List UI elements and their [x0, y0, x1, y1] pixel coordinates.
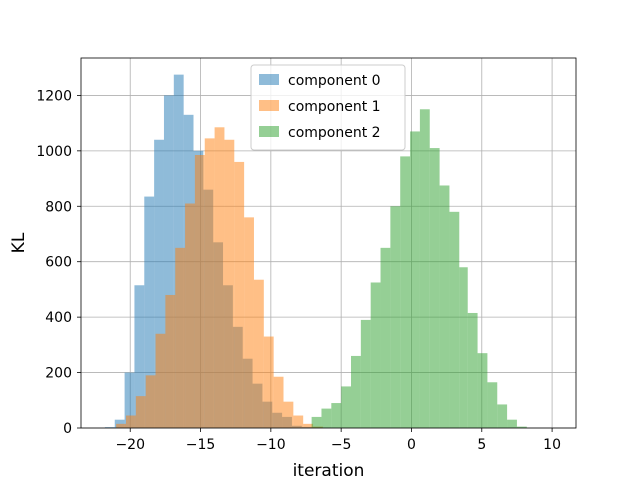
histogram-bar — [144, 196, 155, 428]
histogram-bar — [293, 415, 304, 428]
x-axis-label: iteration — [293, 461, 365, 480]
histogram-bar — [163, 95, 174, 428]
histogram-bar — [165, 294, 176, 428]
legend-label: component 0 — [288, 73, 381, 89]
histogram-bar — [283, 401, 294, 428]
histogram-bar — [390, 206, 401, 428]
histogram-bar — [155, 333, 166, 428]
histogram-bar — [311, 416, 322, 428]
x-tick-label: −15 — [186, 437, 216, 453]
histogram-bar — [214, 127, 225, 428]
histogram-bar — [253, 279, 264, 428]
histogram-bar — [154, 139, 164, 428]
histogram-bar — [194, 155, 205, 429]
x-tick-label: 5 — [477, 437, 486, 453]
histogram-bar — [321, 408, 332, 428]
histogram-bar — [477, 353, 488, 428]
histogram-bar — [303, 423, 314, 428]
histogram-bar — [145, 375, 156, 428]
histogram-bar — [273, 376, 284, 428]
axis-ticks: −20 −15 −10 −5 0 5 10 0 200 400 600 800 1000 1200 — [36, 88, 561, 453]
histogram-bar — [331, 403, 342, 428]
histogram-bar — [124, 372, 135, 428]
histogram-bar — [135, 396, 146, 428]
histogram-bar — [459, 267, 468, 428]
y-tick-label: 800 — [45, 199, 72, 215]
histogram-bar — [116, 423, 126, 428]
y-tick-label: 600 — [45, 255, 72, 271]
legend-box — [250, 64, 406, 151]
legend-swatch — [259, 100, 279, 111]
y-tick-label: 1000 — [36, 144, 72, 160]
y-tick-label: 400 — [45, 310, 72, 326]
legend-label: component 1 — [288, 99, 381, 115]
histogram-bar — [175, 247, 186, 428]
histogram-bar — [341, 386, 351, 428]
histogram-bar — [134, 285, 145, 428]
legend-swatch — [259, 126, 279, 137]
histogram-bar — [263, 336, 274, 428]
y-tick-label: 200 — [45, 366, 72, 382]
legend-label: component 2 — [288, 125, 381, 141]
histogram-bar — [400, 156, 411, 428]
histogram-bar — [244, 217, 254, 428]
y-tick-label: 0 — [63, 421, 72, 437]
histogram-bar — [185, 203, 195, 428]
histogram-bar — [507, 419, 517, 428]
legend: component 0 component 1 component 2 — [250, 64, 406, 151]
histogram-bar — [467, 312, 478, 428]
x-tick-label: −20 — [115, 437, 145, 453]
x-tick-label: 0 — [407, 437, 416, 453]
y-tick-label: 1200 — [36, 88, 72, 104]
histogram-bar — [360, 319, 371, 428]
legend-swatch — [259, 74, 279, 85]
histogram-bars — [104, 74, 527, 429]
plot-frame — [80, 57, 577, 429]
histogram-bar — [429, 148, 440, 429]
series-2-bars — [311, 109, 527, 429]
histogram-bar — [487, 382, 498, 428]
histogram-bar — [410, 131, 420, 429]
histogram-bar — [224, 139, 235, 428]
histogram-bar — [370, 282, 381, 428]
histogram-bar — [234, 161, 245, 428]
histogram-bar — [351, 355, 361, 428]
histogram-bar — [449, 211, 460, 428]
x-tick-label: −10 — [256, 437, 286, 453]
x-tick-label: −5 — [331, 437, 352, 453]
histogram-bar — [380, 247, 391, 428]
histogram-bar — [204, 138, 215, 429]
histogram-bar — [439, 185, 450, 428]
histogram-bar — [497, 404, 508, 428]
histogram-bar — [516, 426, 527, 428]
histogram-bar — [104, 427, 115, 428]
x-tick-label: 10 — [543, 437, 561, 453]
histogram-bar — [419, 109, 430, 428]
series-1-bars — [116, 127, 323, 429]
histogram-bar — [126, 415, 136, 428]
y-axis-label: KL — [9, 232, 29, 253]
